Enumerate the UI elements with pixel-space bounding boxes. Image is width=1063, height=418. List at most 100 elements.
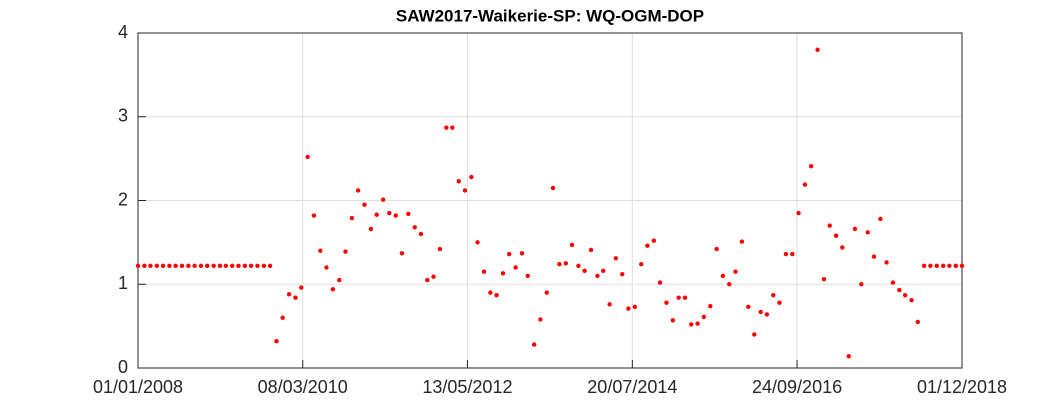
point — [670, 318, 676, 323]
point — [248, 263, 254, 269]
point — [393, 213, 398, 218]
point — [205, 263, 210, 269]
point — [846, 354, 851, 359]
point — [607, 302, 612, 307]
point — [236, 263, 241, 269]
y-tick-label: 4 — [118, 22, 128, 42]
point — [368, 226, 374, 232]
point — [217, 263, 223, 269]
point — [783, 251, 789, 257]
point — [387, 210, 392, 216]
point — [135, 263, 141, 269]
point — [676, 295, 681, 300]
point — [940, 263, 946, 269]
point — [934, 263, 939, 269]
point — [701, 314, 707, 320]
point — [425, 277, 430, 283]
point — [557, 261, 562, 267]
point — [626, 306, 631, 311]
point — [708, 303, 713, 309]
point — [160, 263, 166, 269]
point — [639, 261, 644, 267]
point — [777, 300, 782, 305]
point — [242, 263, 248, 269]
point — [727, 282, 732, 287]
point — [550, 185, 556, 191]
point — [871, 254, 877, 259]
point — [173, 263, 178, 269]
point — [186, 263, 191, 269]
point — [714, 246, 719, 252]
point — [595, 273, 600, 279]
point — [349, 215, 355, 221]
point — [695, 321, 700, 326]
point — [689, 322, 694, 327]
x-tick-label: 08/03/2010 — [258, 377, 348, 397]
y-tick-label: 3 — [118, 106, 128, 126]
x-tick-label: 24/09/2016 — [752, 377, 842, 397]
point — [506, 251, 512, 257]
point — [620, 272, 625, 277]
point — [859, 282, 864, 287]
point — [437, 246, 443, 252]
point — [953, 263, 958, 269]
point — [682, 295, 688, 300]
point — [840, 245, 845, 250]
point — [902, 292, 908, 298]
point — [827, 223, 832, 228]
point — [431, 274, 436, 279]
point — [582, 268, 587, 274]
point — [645, 243, 650, 248]
point — [588, 247, 594, 253]
point — [267, 263, 273, 269]
point — [412, 225, 417, 230]
point — [921, 263, 927, 269]
point — [525, 273, 530, 279]
point — [154, 263, 160, 269]
y-tick-label: 2 — [118, 189, 128, 209]
point — [280, 315, 285, 320]
point — [563, 261, 569, 266]
point — [380, 197, 386, 202]
point — [538, 317, 543, 322]
point — [355, 188, 361, 193]
point — [897, 287, 902, 293]
point — [148, 263, 153, 269]
point — [324, 265, 329, 270]
point — [544, 290, 549, 295]
point — [494, 292, 499, 298]
point — [576, 263, 581, 269]
point — [192, 263, 197, 269]
point — [947, 263, 952, 269]
x-tick-label: 01/12/2018 — [917, 377, 1007, 397]
chart-title: SAW2017-Waikerie-SP: WQ-OGM-DOP — [396, 6, 704, 25]
point — [758, 309, 763, 315]
plot-frame — [137, 32, 963, 369]
point — [488, 290, 493, 295]
point — [884, 260, 889, 265]
point — [601, 268, 606, 274]
point — [255, 263, 260, 269]
point — [764, 312, 770, 317]
point — [142, 263, 147, 269]
point — [802, 182, 808, 187]
point — [167, 263, 172, 269]
point — [198, 263, 204, 269]
point — [311, 213, 317, 218]
point — [613, 256, 619, 261]
point — [469, 174, 474, 180]
point — [211, 263, 216, 269]
point — [293, 295, 298, 300]
point — [475, 240, 480, 245]
point — [651, 238, 657, 243]
point — [299, 285, 304, 290]
point — [878, 216, 883, 222]
point — [746, 304, 751, 310]
y-tick-label: 1 — [118, 273, 128, 293]
point — [796, 210, 801, 216]
point — [739, 239, 745, 244]
point — [286, 292, 292, 297]
point — [343, 249, 348, 254]
